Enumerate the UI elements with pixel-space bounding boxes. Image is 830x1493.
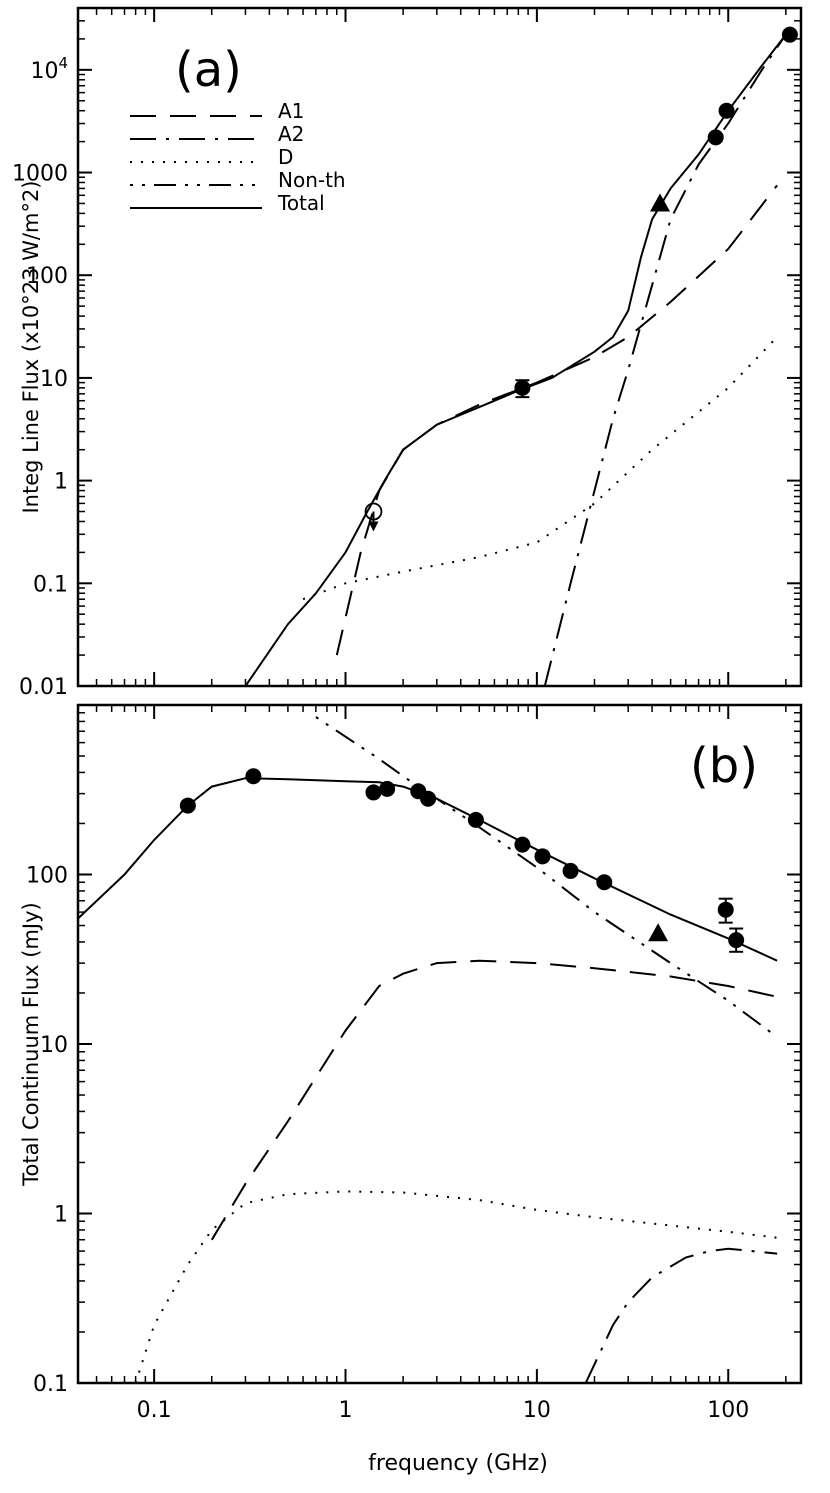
x-tick-label: 100 <box>707 1398 749 1423</box>
series-total-line <box>244 34 787 686</box>
panel-b-label: (b) <box>690 738 758 794</box>
data-point <box>514 836 531 853</box>
data-point-triangle <box>650 193 671 212</box>
data-point <box>728 932 745 949</box>
panel-a-ylabel: Integ Line Flux (x10°23 W/m°2) <box>19 180 43 513</box>
panel-a-points <box>364 26 798 532</box>
series-a2-line <box>543 34 787 686</box>
panel-b: (b) Total Continuum Flux (mJy) 0.1110100… <box>19 703 803 1476</box>
series-a1-line <box>335 184 778 656</box>
data-point-triangle <box>648 923 669 942</box>
data-point <box>467 811 484 828</box>
panel-a-curves <box>244 34 787 686</box>
y-tick-label: 0.01 <box>19 675 68 700</box>
panel-a-xticks <box>77 8 787 686</box>
legend-label: D <box>278 145 293 169</box>
series-a2-line <box>584 1247 778 1383</box>
legend-label: Total <box>277 191 325 215</box>
y-tick-label: 100 <box>26 864 68 889</box>
y-tick-label: 1 <box>54 470 68 495</box>
y-tick-label: 100 <box>26 264 68 289</box>
series-d-line <box>302 336 778 601</box>
data-point <box>596 874 613 891</box>
y-tick-label: 104 <box>30 54 68 84</box>
panel-b-xlabel: frequency (GHz) <box>368 1451 548 1476</box>
panel-b-yticks: 0.1 1 10 100 <box>26 704 801 1397</box>
y-tick-label: 0.1 <box>33 572 68 597</box>
y-tick-label: 10 <box>40 1033 68 1058</box>
panel-a-yticks: 0.01 0.1 1 10 100 1000 104 <box>12 7 801 700</box>
panel-a-frame <box>76 6 803 688</box>
panel-b-points <box>179 768 745 953</box>
series-total-line <box>78 777 778 962</box>
data-point <box>781 26 798 43</box>
data-point <box>420 790 437 807</box>
x-tick-label: 10 <box>523 1398 551 1423</box>
data-point <box>365 784 382 801</box>
data-point <box>179 797 196 814</box>
data-point <box>245 768 262 785</box>
legend-label: Non-th <box>278 168 346 192</box>
series-non-th-line <box>315 716 778 1038</box>
series-a1-line <box>210 959 778 1241</box>
data-point <box>562 862 579 879</box>
y-tick-label: 0.1 <box>33 1372 68 1397</box>
data-point <box>379 780 396 797</box>
x-tick-label: 1 <box>339 1398 353 1423</box>
panel-b-ylabel: Total Continuum Flux (mJy) <box>19 902 43 1186</box>
data-point <box>717 901 734 918</box>
data-point <box>707 129 724 146</box>
upper-limit-arrowhead <box>368 521 379 532</box>
x-tick-label: 0.1 <box>137 1398 172 1423</box>
legend-label: A2 <box>278 122 304 146</box>
panel-a: (a) Integ Line Flux (x10°23 W/m°2) 0.010… <box>12 6 803 700</box>
panel-a-label: (a) <box>175 42 242 98</box>
data-point <box>718 102 735 119</box>
y-tick-label: 10 <box>40 367 68 392</box>
data-point <box>514 379 531 396</box>
data-point <box>534 848 551 865</box>
panel-b-xticks: 0.1 1 10 100 <box>77 705 787 1423</box>
y-tick-label: 1000 <box>12 162 68 187</box>
legend-label: A1 <box>278 99 304 123</box>
panel-b-curves <box>78 716 778 1383</box>
y-tick-label: 1 <box>54 1203 68 1228</box>
series-d-line <box>134 1190 778 1383</box>
